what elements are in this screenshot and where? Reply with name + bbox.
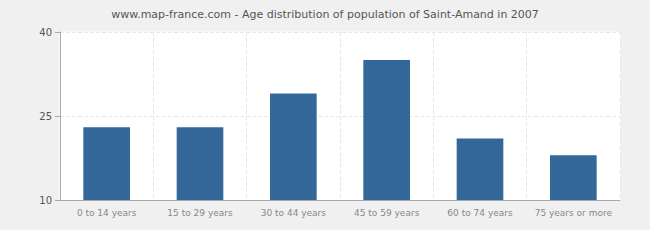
- svg-text:25: 25: [39, 111, 52, 122]
- svg-text:60 to 74 years: 60 to 74 years: [447, 208, 513, 218]
- svg-text:10: 10: [39, 195, 52, 206]
- svg-text:0 to 14 years: 0 to 14 years: [77, 208, 137, 218]
- svg-text:30 to 44 years: 30 to 44 years: [261, 208, 327, 218]
- svg-text:15 to 29 years: 15 to 29 years: [167, 208, 233, 218]
- svg-text:40: 40: [39, 27, 52, 38]
- svg-text:75 years or more: 75 years or more: [535, 208, 613, 218]
- svg-text:www.map-france.com - Age distr: www.map-france.com - Age distribution of…: [111, 8, 539, 21]
- svg-text:45 to 59 years: 45 to 59 years: [354, 208, 420, 218]
